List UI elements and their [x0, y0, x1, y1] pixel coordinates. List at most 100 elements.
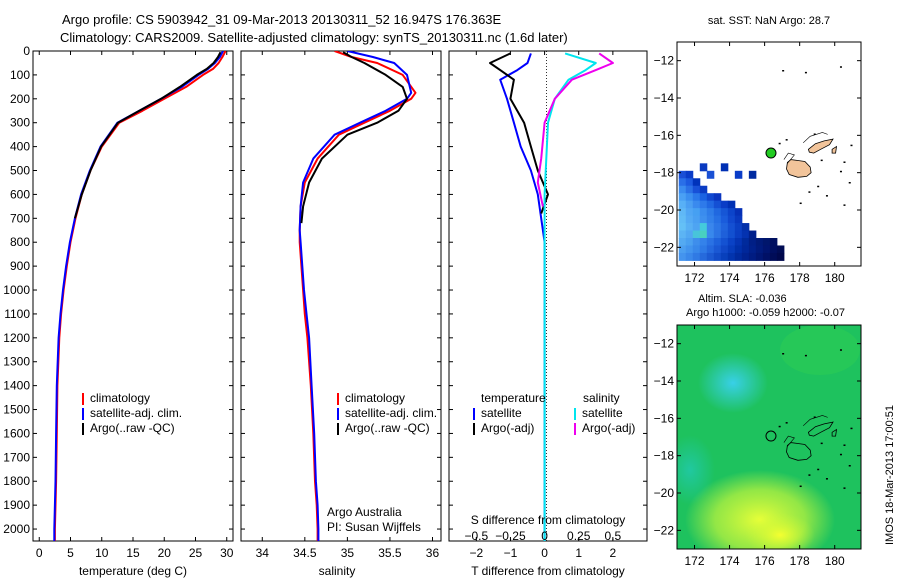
- sst-cell: [727, 252, 736, 261]
- sst-cell: [678, 238, 687, 246]
- sst-cell: [734, 170, 743, 179]
- salinity-legend: climatology satellite-adj. clim. Argo(..…: [337, 391, 437, 435]
- sst-cells: [678, 163, 785, 261]
- series-line-argo-raw-qc: [73, 51, 222, 219]
- sst-cell: [678, 178, 687, 187]
- vanua-levu-island: [807, 138, 834, 154]
- sst-cell: [769, 245, 778, 254]
- depth-tick-label: 500: [10, 164, 30, 178]
- depth-tick-label: 1500: [3, 403, 30, 417]
- small-island: [799, 202, 802, 205]
- sst-cell: [706, 208, 715, 217]
- sst-cell: [678, 185, 687, 194]
- sst-cell: [727, 245, 736, 254]
- sst-cell: [713, 238, 722, 246]
- fiji-coastline: [778, 66, 853, 206]
- depth-tick-label: 1400: [3, 379, 30, 393]
- sla-upper-green: [780, 325, 860, 375]
- small-island: [850, 144, 853, 147]
- sst-cell: [699, 208, 708, 217]
- depth-tick-label: 100: [10, 68, 30, 82]
- sst-cell: [713, 200, 722, 209]
- figure-title-line2: Climatology: CARS2009. Satellite-adjuste…: [60, 30, 568, 45]
- sst-map-panel: sat. SST: NaN Argo: 28.7 172 174 176 178 180…: [654, 15, 862, 285]
- sst-cell: [685, 215, 694, 224]
- temperature-xlabel: temperature (deg C): [79, 564, 187, 578]
- sst-cell: [727, 208, 736, 217]
- difference-xlabel: T difference from climatology: [471, 564, 625, 578]
- vanua-levu-island: [807, 421, 834, 437]
- lat-tick-label: −12: [654, 337, 675, 351]
- depth-axis-ticks: 0 100 200 300 400 500 600 700 800 900 1000 1100 1200…: [3, 44, 233, 536]
- sst-cell: [699, 245, 708, 254]
- lon-tick-label: 176: [755, 554, 775, 568]
- difference-panel: −2 −1 0 1 2 S difference from climatology −0…: [448, 50, 648, 578]
- small-island: [785, 422, 788, 424]
- sst-cell: [741, 252, 750, 261]
- legend-label-argo: Argo(..raw -QC): [90, 421, 175, 435]
- sst-cell: [720, 215, 729, 224]
- sst-cell: [706, 170, 715, 179]
- sst-cell: [769, 238, 778, 246]
- sst-cell: [678, 193, 687, 202]
- legend-label-argo: Argo(..raw -QC): [345, 421, 430, 435]
- depth-tick-label: 1900: [3, 498, 30, 512]
- sst-cell: [720, 163, 729, 172]
- small-island: [839, 349, 842, 351]
- lat-tick-label: −22: [654, 240, 675, 254]
- reef-outline: [783, 152, 795, 164]
- sst-cell: [762, 238, 771, 246]
- taveuni-island: [831, 145, 838, 154]
- x-tick-label: 34: [256, 546, 270, 560]
- sla-map-frame: [676, 324, 862, 550]
- small-island: [813, 416, 816, 418]
- small-island: [825, 478, 828, 480]
- sst-cell: [685, 178, 694, 187]
- sst-cell: [692, 245, 701, 254]
- small-island: [820, 442, 823, 445]
- lon-tick-label: 180: [825, 554, 845, 568]
- sst-cell: [685, 208, 694, 217]
- sst-cell: [727, 215, 736, 224]
- small-island: [778, 142, 781, 145]
- salinity-axes-frame: [240, 50, 442, 542]
- depth-tick-label: 1600: [3, 426, 30, 440]
- series-line-t-argo-adj: [489, 52, 549, 214]
- sst-cell: [706, 238, 715, 246]
- salinity-panel: 34 34.5 35 35.5 36 salinity climatology sate…: [240, 50, 442, 578]
- sst-cell: [720, 252, 729, 261]
- small-island: [778, 425, 781, 428]
- sst-cell: [720, 200, 729, 209]
- fiji-coastline: [778, 349, 853, 489]
- lon-tick-label: 174: [720, 554, 740, 568]
- sst-cell: [748, 252, 757, 261]
- small-island: [843, 487, 846, 489]
- sla-high-core: [745, 513, 815, 549]
- small-island: [808, 474, 811, 476]
- sst-cell: [699, 230, 708, 239]
- sst-cell: [692, 230, 701, 239]
- sst-cell: [685, 170, 694, 179]
- small-island: [848, 465, 851, 467]
- sst-map-title: sat. SST: NaN Argo: 28.7: [708, 15, 830, 27]
- sst-cell: [734, 252, 743, 261]
- sst-cell: [713, 223, 722, 232]
- lon-tick-label: 172: [685, 554, 705, 568]
- sla-low-anomaly: [698, 353, 768, 413]
- argo-position-marker: [765, 430, 777, 442]
- sst-cell: [678, 252, 687, 261]
- legend-label-climatology: climatology: [90, 391, 150, 405]
- sst-cell: [755, 252, 764, 261]
- depth-tick-label: 1300: [3, 355, 30, 369]
- x-tick-label: 35: [341, 546, 355, 560]
- depth-tick-label: 2000: [3, 522, 30, 536]
- sst-cell: [699, 163, 708, 172]
- sst-cell: [713, 252, 722, 261]
- sst-cell: [706, 215, 715, 224]
- sst-cell: [720, 223, 729, 232]
- series-line-satellite-adj-clim: [298, 51, 413, 541]
- depth-tick-label: 1200: [3, 331, 30, 345]
- lat-tick-label: −20: [654, 203, 675, 217]
- figure-title-line1: Argo profile: CS 5903942_31 09-Mar-2013 …: [62, 12, 502, 27]
